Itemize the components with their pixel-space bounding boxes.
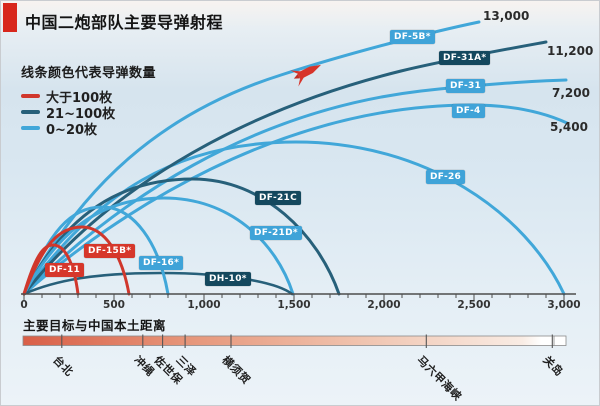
legend-label: 21~100枚 [46, 106, 116, 122]
axis-tick-label-3: 1,500 [277, 298, 311, 311]
legend-label: 0~20枚 [46, 122, 98, 138]
missile-label-df-31: DF-31 [446, 79, 486, 93]
axis-tick-label-6: 3,000 [547, 298, 581, 311]
range-value-df-31: 7,200 [552, 86, 590, 100]
targets-scale-title: 主要目标与中国本土距离 [23, 318, 167, 333]
axis-tick-label-5: 2,500 [457, 298, 491, 311]
curve-df-21c [22, 177, 341, 296]
legend-items: 大于100枚 21~100枚 0~20枚 [21, 88, 156, 138]
axis-tick-label-1: 500 [103, 298, 125, 311]
range-value-df-5b: 13,000 [483, 9, 530, 23]
target-tick-marks [61, 334, 553, 348]
range-value-df-31a: 11,200 [547, 44, 594, 58]
curve-df-15b [22, 225, 131, 296]
missile-label-df-26: DF-26 [426, 170, 466, 184]
missile-label-df-11: DF-11 [45, 263, 85, 277]
missile-label-df-21d: DF-21D* [250, 226, 302, 240]
axis-tick-label-0: 0 [20, 298, 28, 311]
legend-dash-red [21, 94, 40, 98]
legend-label: 大于100枚 [46, 90, 113, 106]
missile-label-df-21c: DF-21C [255, 191, 302, 205]
x-axis-ticks [23, 294, 565, 301]
page-title: 中国二炮部队主要导弹射程 [25, 13, 224, 32]
missile-label-dh-10: DH-10* [205, 272, 251, 286]
missile-label-df-5b: DF-5B* [390, 30, 435, 44]
rocket-icon [290, 64, 322, 87]
curve-df-21d [22, 196, 295, 296]
legend-title: 线条颜色代表导弹数量 [21, 66, 157, 81]
missile-label-df-4: DF-4 [452, 104, 485, 118]
title-accent-block [3, 3, 17, 32]
curve-df-31 [22, 78, 568, 296]
legend-dash-light [21, 126, 40, 130]
target-distance-bar [22, 335, 567, 346]
curve-df-26 [22, 140, 566, 296]
axis-tick-label-2: 1,000 [187, 298, 221, 311]
missile-label-df-15b: DF-15B* [84, 244, 136, 258]
missile-label-df-31a: DF-31A* [439, 51, 491, 65]
curve-df-4 [22, 103, 569, 296]
legend-dash-dark [21, 110, 40, 114]
axis-tick-label-4: 2,000 [367, 298, 401, 311]
curve-dh-10 [22, 271, 294, 296]
legend-item-light: 0~20枚 [21, 120, 156, 138]
legend-item-red: 大于100枚 [21, 88, 156, 106]
curve-df-31a [22, 40, 548, 296]
range-value-df-4: 5,400 [550, 120, 588, 134]
legend-item-dark: 21~100枚 [21, 104, 156, 122]
legend: 线条颜色代表导弹数量 大于100枚 21~100枚 0~20枚 [21, 62, 157, 138]
missile-label-df-16: DF-16* [139, 256, 184, 270]
